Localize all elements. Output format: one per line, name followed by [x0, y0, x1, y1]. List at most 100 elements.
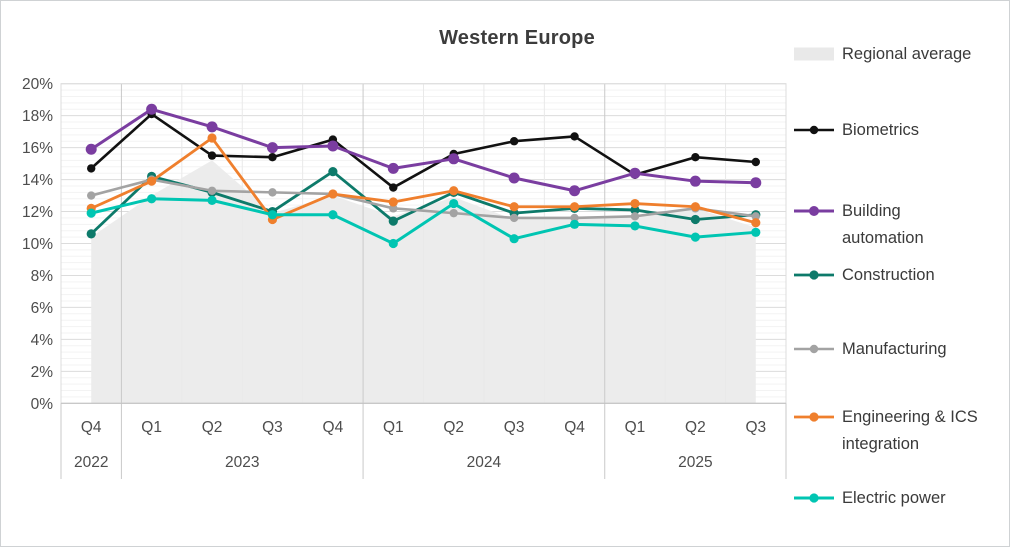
point-manufacturing-11 [751, 212, 760, 221]
x-quarter-label: Q1 [625, 419, 646, 436]
legend-label-biometrics: Biometrics [842, 121, 920, 139]
y-tick-label: 4% [31, 332, 54, 349]
point-building_automation-8 [569, 185, 581, 197]
point-engineering_ics-10 [690, 202, 700, 212]
point-engineering_ics-6 [449, 186, 459, 196]
point-biometrics-8 [570, 132, 579, 141]
point-engineering_ics-8 [569, 202, 580, 212]
legend-line-marker-biometrics [794, 125, 834, 135]
point-manufacturing-8 [570, 213, 579, 223]
point-biometrics-2 [207, 151, 217, 160]
point-biometrics-11 [751, 157, 760, 167]
x-year-label: 2023 [225, 454, 259, 471]
point-electric_power-3 [267, 210, 278, 220]
point-manufacturing-9 [630, 212, 640, 221]
y-tick-label: 14% [22, 172, 53, 189]
point-manufacturing-7 [509, 213, 519, 223]
point-electric_power-5 [388, 238, 398, 249]
x-axis-quarter-labels: Q4 Q1 Q2 Q3 Q4 Q1 Q2 Q3 Q4 Q1 Q2 Q3 [81, 419, 766, 436]
y-tick-label: 0% [31, 396, 54, 413]
x-quarter-label: Q2 [685, 419, 706, 436]
y-tick-label: 18% [22, 108, 53, 125]
point-manufacturing-0 [87, 191, 96, 200]
point-construction-9 [630, 205, 640, 215]
legend-item-construction: Construction [794, 262, 935, 289]
legend-label-manufacturing: Manufacturing [842, 340, 947, 358]
legend-label-regional_average: Regional average [842, 45, 972, 63]
point-building_automation-5 [387, 162, 399, 174]
point-building_automation-2 [206, 121, 218, 133]
point-building_automation-7 [508, 172, 520, 184]
point-construction-10 [690, 214, 700, 225]
y-tick-label: 6% [31, 300, 54, 317]
y-tick-label: 12% [22, 204, 53, 221]
point-engineering_ics-1 [147, 176, 157, 186]
legend-line-marker-engineering_ics [794, 412, 834, 422]
point-electric_power-6 [449, 198, 459, 209]
x-year-label: 2022 [74, 454, 108, 471]
line-biometrics [90, 112, 756, 189]
x-quarter-label: Q4 [81, 419, 102, 436]
point-building_automation-10 [689, 175, 701, 187]
point-building_automation-1 [146, 103, 158, 115]
x-quarter-label: Q3 [504, 419, 525, 436]
point-engineering_ics-7 [509, 202, 519, 212]
x-quarter-label: Q4 [323, 419, 344, 436]
legend-line-marker-electric_power [794, 493, 834, 503]
point-biometrics-0 [87, 164, 96, 173]
x-quarter-label: Q1 [383, 419, 404, 436]
legend-line-marker-construction [794, 270, 834, 280]
legend-item-building_automation: Building automation [794, 198, 924, 252]
point-electric_power-1 [147, 194, 157, 204]
legend-label-electric_power: Electric power [842, 489, 946, 507]
legend-item-electric_power: Electric power [794, 485, 946, 512]
point-building_automation-11 [750, 177, 762, 189]
legend-area-swatch [794, 47, 834, 61]
y-tick-label: 16% [22, 140, 53, 157]
y-tick-label: 8% [31, 268, 54, 285]
point-electric_power-2 [207, 195, 217, 205]
point-biometrics-5 [389, 183, 398, 192]
x-quarter-label: Q4 [564, 419, 585, 436]
point-electric_power-11 [751, 227, 761, 237]
x-quarter-label: Q1 [141, 419, 162, 436]
series-engineering_ics [86, 133, 761, 228]
point-electric_power-8 [569, 219, 580, 229]
x-gridlines [120, 83, 727, 479]
legend-label-building_automation: Building automation [842, 202, 924, 247]
point-electric_power-9 [630, 221, 640, 231]
point-electric_power-0 [86, 208, 96, 218]
point-manufacturing-6 [449, 208, 458, 218]
x-year-label: 2024 [467, 454, 502, 471]
point-electric_power-10 [690, 232, 700, 242]
x-quarter-label: Q3 [262, 419, 283, 436]
legend-label-construction: Construction [842, 266, 935, 284]
x-quarter-label: Q2 [443, 419, 464, 436]
point-electric_power-7 [509, 234, 519, 244]
series-biometrics [87, 109, 760, 192]
point-building_automation-9 [629, 167, 641, 179]
y-tick-label: 10% [22, 236, 53, 253]
point-manufacturing-5 [389, 204, 398, 213]
point-engineering_ics-4 [328, 189, 338, 199]
point-construction-0 [86, 229, 96, 239]
point-construction-5 [388, 216, 398, 226]
legend-item-engineering_ics: Engineering & ICS integration [794, 404, 978, 458]
series-electric_power [86, 194, 761, 249]
legend-item-regional_average: Regional average [794, 41, 971, 68]
point-biometrics-3 [268, 153, 277, 162]
plot-border [60, 83, 787, 479]
line-electric_power [90, 197, 756, 245]
point-engineering_ics-9 [630, 198, 640, 209]
point-manufacturing-3 [268, 188, 277, 197]
y-tick-label: 20% [22, 76, 53, 93]
point-engineering_ics-5 [388, 197, 398, 207]
chart-legend: Regional average Biometrics Building automa… [794, 1, 1006, 546]
legend-label-engineering_ics: Engineering & ICS integration [842, 408, 978, 453]
point-building_automation-4 [327, 140, 339, 152]
y-axis-labels: 0% 2% 4% 6% 8% 10% 12% 14% 16% 18% 20% [22, 76, 53, 413]
x-quarter-label: Q3 [745, 419, 766, 436]
point-manufacturing-2 [207, 186, 217, 195]
